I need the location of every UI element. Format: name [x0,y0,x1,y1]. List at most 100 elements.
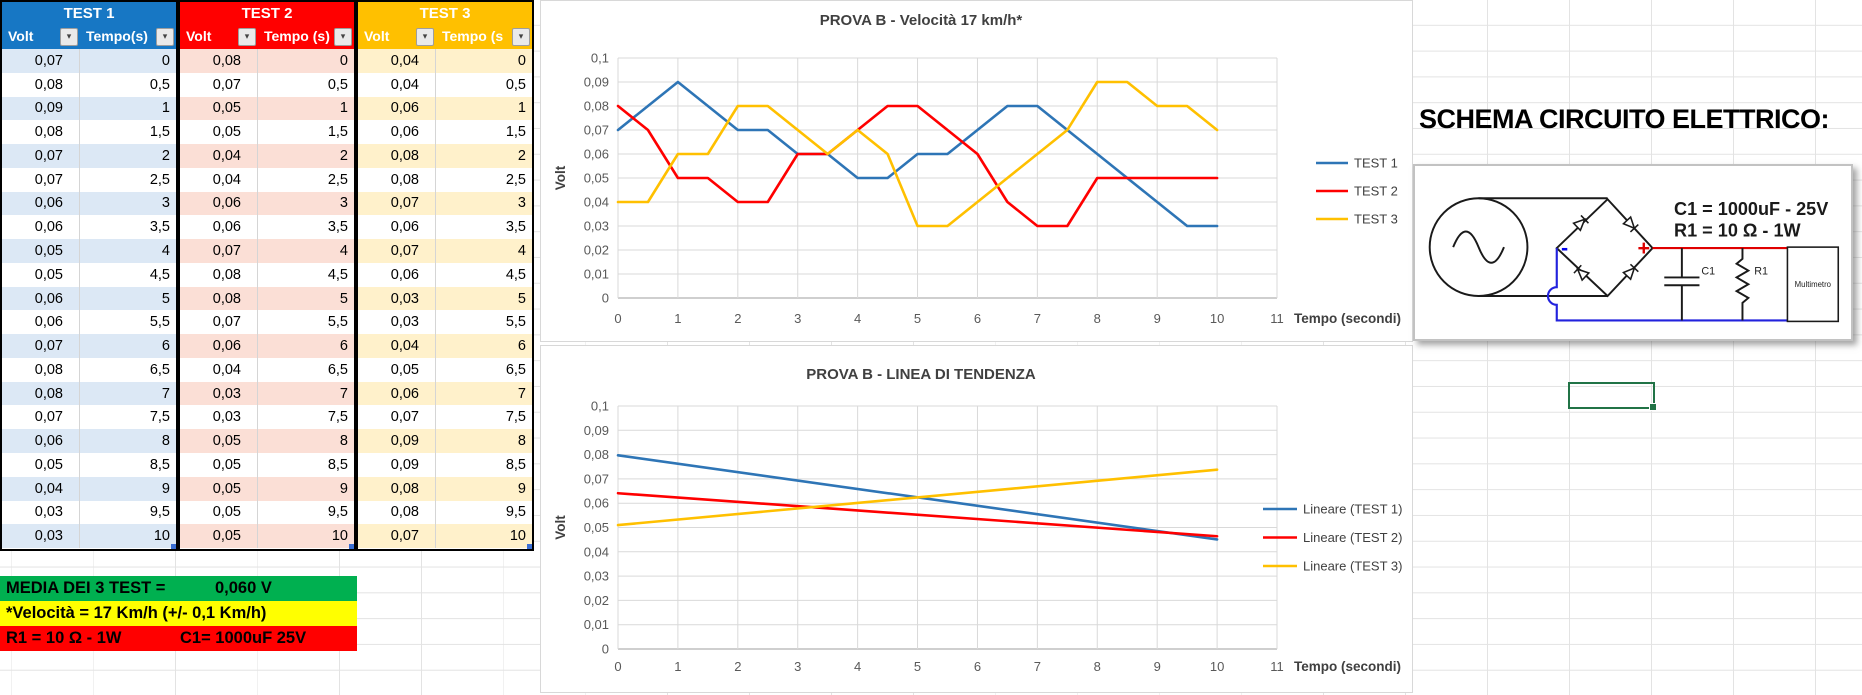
cell-volt[interactable]: 0,06 [2,191,80,216]
cell-tempo[interactable]: 3,5 [505,219,526,236]
r1-c1-row[interactable]: R1 = 10 Ω - 1W C1= 1000uF 25V [0,626,357,651]
cell-volt[interactable]: 0,06 [2,286,80,311]
cell-volt[interactable]: 0,08 [358,167,436,192]
cell-tempo[interactable]: 0,5 [505,76,526,93]
velocita-row[interactable]: *Velocità = 17 Km/h (+/- 0,1 Km/h) [0,601,357,626]
cell-volt[interactable]: 0,04 [2,476,80,501]
cell-volt[interactable]: 0,06 [2,310,80,335]
cell-tempo[interactable]: 8 [517,433,526,450]
cell-tempo[interactable]: 9 [339,480,348,497]
cell-volt[interactable]: 0,06 [180,215,258,240]
cell-volt[interactable]: 0,09 [358,429,436,454]
cell-tempo[interactable]: 8 [161,433,170,450]
circuit-schematic[interactable]: - + C1 = 1000uF - 25V R1 = 10 Ω - 1W C1 … [1413,164,1853,341]
cell-volt[interactable]: 0,06 [358,96,436,121]
cell-tempo[interactable]: 9,5 [327,504,348,521]
cell-tempo[interactable]: 5,5 [149,314,170,331]
cell-volt[interactable]: 0,07 [180,310,258,335]
cell-tempo[interactable]: 4 [517,243,526,259]
cell-volt[interactable]: 0,04 [358,49,436,73]
cell-volt[interactable]: 0,06 [358,262,436,287]
cell-volt[interactable]: 0,07 [2,49,80,73]
cell-tempo[interactable]: 0,5 [149,76,170,93]
trend-chart-panel[interactable]: 0 0,01 0,02 0,03 0,04 0,05 0,06 0,07 0,08 0,09 0,1… [540,345,1413,693]
cell-tempo[interactable]: 2 [339,147,348,164]
filter-dropdown-icon[interactable]: ▾ [60,28,78,46]
cell-tempo[interactable]: 2,5 [149,171,170,188]
cell-tempo[interactable]: 5 [161,290,170,307]
cell-tempo[interactable]: 6 [161,338,170,355]
cell-tempo[interactable]: 3 [517,195,526,212]
cell-tempo[interactable]: 1,5 [505,124,526,141]
cell-volt[interactable]: 0,07 [358,405,436,430]
cell-tempo[interactable]: 2,5 [505,171,526,188]
table-resize-handle[interactable] [171,544,176,549]
cell-volt[interactable]: 0,05 [180,96,258,121]
cell-tempo[interactable]: 10 [509,528,526,545]
cell-tempo[interactable]: 4 [339,243,348,259]
cell-volt[interactable]: 0,08 [2,381,80,406]
cell-volt[interactable]: 0,07 [2,167,80,192]
cell-tempo[interactable]: 4,5 [149,266,170,283]
cell-tempo[interactable]: 2 [517,147,526,164]
filter-dropdown-icon[interactable]: ▾ [334,28,352,46]
cell-volt[interactable]: 0,08 [2,120,80,145]
cell-tempo[interactable]: 7,5 [505,409,526,426]
cell-volt[interactable]: 0,07 [2,334,80,358]
cell-tempo[interactable]: 1,5 [149,124,170,141]
cell-tempo[interactable]: 1 [517,100,526,117]
cell-volt[interactable]: 0,05 [2,239,80,263]
cell-tempo[interactable]: 3 [161,195,170,212]
cell-volt[interactable]: 0,03 [2,500,80,525]
cell-volt[interactable]: 0,03 [2,524,80,549]
fill-handle[interactable] [1649,403,1657,411]
cell-volt[interactable]: 0,05 [180,500,258,525]
cell-tempo[interactable]: 10 [331,528,348,545]
cell-volt[interactable]: 0,04 [358,72,436,97]
cell-volt[interactable]: 0,06 [358,215,436,240]
cell-volt[interactable]: 0,06 [358,381,436,406]
selected-cell[interactable] [1568,382,1657,411]
cell-volt[interactable]: 0,07 [358,524,436,549]
cell-tempo[interactable]: 4,5 [327,266,348,283]
filter-dropdown-icon[interactable]: ▾ [416,28,434,46]
cell-tempo[interactable]: 6,5 [149,361,170,378]
cell-volt[interactable]: 0,05 [180,453,258,477]
cell-tempo[interactable]: 0,5 [327,76,348,93]
cell-volt[interactable]: 0,08 [180,286,258,311]
cell-tempo[interactable]: 1 [161,100,170,117]
table-resize-handle[interactable] [349,544,354,549]
cell-volt[interactable]: 0,04 [180,167,258,192]
cell-volt[interactable]: 0,03 [358,286,436,311]
cell-volt[interactable]: 0,08 [358,144,436,168]
cell-volt[interactable]: 0,05 [180,476,258,501]
cell-volt[interactable]: 0,06 [180,334,258,358]
filter-dropdown-icon[interactable]: ▾ [512,28,530,46]
cell-tempo[interactable]: 4 [161,243,170,259]
cell-tempo[interactable]: 5 [517,290,526,307]
media-row[interactable]: MEDIA DEI 3 TEST = 0,060 V [0,576,357,601]
cell-tempo[interactable]: 8,5 [149,456,170,473]
cell-tempo[interactable]: 2,5 [327,171,348,188]
cell-tempo[interactable]: 2 [161,147,170,164]
cell-volt[interactable]: 0,05 [180,120,258,145]
cell-volt[interactable]: 0,05 [180,429,258,454]
velocity-chart-panel[interactable]: 0 0,01 0,02 0,03 0,04 0,05 0,06 0,07 0,08 0,09 0,1… [540,0,1413,342]
cell-volt[interactable]: 0,05 [2,453,80,477]
cell-volt[interactable]: 0,08 [2,357,80,382]
cell-tempo[interactable]: 9,5 [505,504,526,521]
cell-volt[interactable]: 0,07 [358,191,436,216]
cell-tempo[interactable]: 10 [153,528,170,545]
cell-tempo[interactable]: 7,5 [327,409,348,426]
cell-volt[interactable]: 0,06 [2,215,80,240]
cell-volt[interactable]: 0,05 [358,357,436,382]
cell-volt[interactable]: 0,08 [2,72,80,97]
cell-tempo[interactable]: 0 [339,52,348,69]
cell-volt[interactable]: 0,03 [180,405,258,430]
cell-volt[interactable]: 0,07 [358,239,436,263]
cell-volt[interactable]: 0,07 [180,239,258,263]
cell-tempo[interactable]: 3,5 [327,219,348,236]
cell-volt[interactable]: 0,03 [180,381,258,406]
cell-tempo[interactable]: 1 [339,100,348,117]
filter-dropdown-icon[interactable]: ▾ [238,28,256,46]
